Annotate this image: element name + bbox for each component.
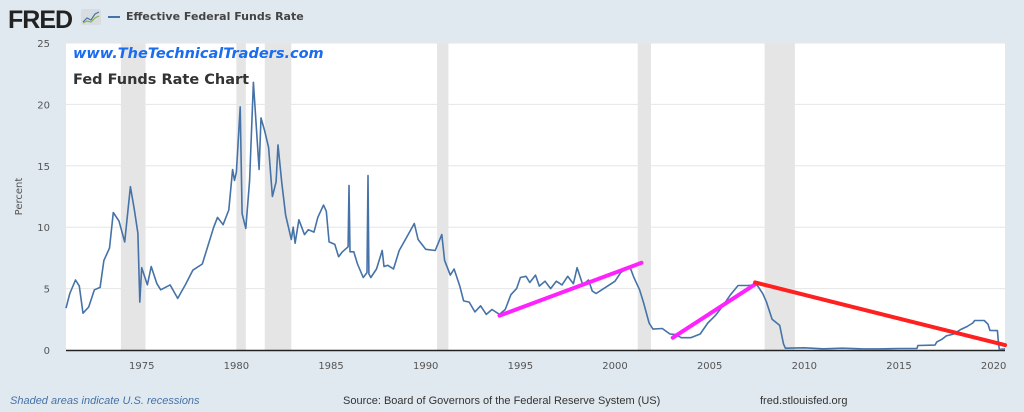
y-tick-label: 10 <box>37 223 50 234</box>
series-legend: Effective Federal Funds Rate <box>108 10 304 23</box>
x-tick-label: 1975 <box>129 361 154 372</box>
y-tick-label: 25 <box>37 39 50 50</box>
recession-band <box>637 43 651 350</box>
recession-band <box>437 43 449 350</box>
fred-chart-logo-icon <box>81 9 101 25</box>
x-tick-label: 1990 <box>413 361 438 372</box>
recession-band <box>120 43 146 350</box>
x-tick-label: 1985 <box>318 361 343 372</box>
x-tick-label: 2015 <box>886 361 911 372</box>
trendline-uptrend-1994-2001 <box>497 260 644 318</box>
series-line <box>65 81 1006 351</box>
y-axis-label: Percent <box>14 178 25 216</box>
recessions-note: Shaded areas indicate U.S. recessions <box>10 395 200 407</box>
recession-band <box>764 43 795 350</box>
trendline-downtrend-2007-2020 <box>753 280 1007 348</box>
y-tick-label: 5 <box>44 285 50 296</box>
x-tick-label: 2005 <box>697 361 722 372</box>
x-tick-label: 2000 <box>602 361 627 372</box>
y-tick-label: 0 <box>44 346 50 357</box>
x-tick-label: 1980 <box>224 361 249 372</box>
plot-area <box>66 43 1005 350</box>
recession-band <box>264 43 292 350</box>
site-url[interactable]: fred.stlouisfed.org <box>760 395 848 407</box>
x-tick-label: 1995 <box>508 361 533 372</box>
x-tick-label: 2020 <box>981 361 1006 372</box>
x-tick-label: 2010 <box>792 361 817 372</box>
trendline-uptrend-2003-2007 <box>670 281 759 340</box>
y-tick-label: 15 <box>37 162 50 173</box>
y-tick-label: 20 <box>37 100 50 111</box>
legend-line-icon <box>108 15 120 18</box>
legend-label: Effective Federal Funds Rate <box>126 10 304 23</box>
watermark-title: Fed Funds Rate Chart <box>73 72 250 88</box>
watermark-url: www.TheTechnicalTraders.com <box>73 46 324 62</box>
fred-logo[interactable]: FRED <box>8 6 73 34</box>
source-note: Source: Board of Governors of the Federa… <box>343 395 661 407</box>
